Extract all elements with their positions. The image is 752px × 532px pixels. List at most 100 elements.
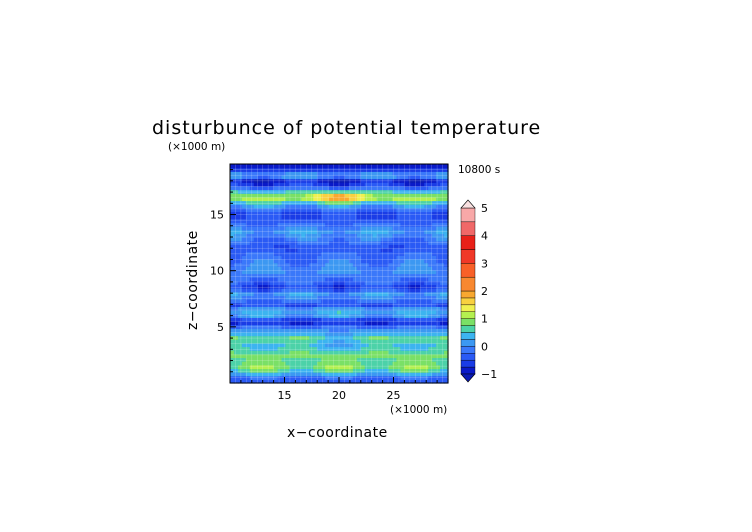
contour-cell <box>233 310 239 315</box>
contour-cell <box>360 331 366 337</box>
contour-cell <box>305 339 310 344</box>
contour-cell <box>384 211 390 216</box>
contour-cell <box>372 372 378 377</box>
contour-cell <box>257 284 263 289</box>
contour-cell <box>297 353 302 359</box>
contour-cell <box>305 295 310 300</box>
contour-cell <box>420 320 425 326</box>
contour-cell <box>305 185 310 191</box>
contour-cell <box>384 273 390 278</box>
contour-cell <box>289 320 295 326</box>
contour-cell <box>428 218 433 223</box>
contour-cell <box>329 324 334 329</box>
contour-cell <box>257 255 263 260</box>
contour-cell <box>230 357 235 362</box>
contour-cell <box>257 357 263 362</box>
contour-cell <box>237 207 243 213</box>
contour-cell <box>253 200 259 205</box>
contour-cell <box>329 280 334 286</box>
contour-cell <box>372 182 378 187</box>
contour-cell <box>253 178 259 183</box>
contour-cell <box>230 331 235 337</box>
contour-cell <box>412 324 417 329</box>
contour-cell <box>301 240 306 245</box>
contour-cell <box>376 266 382 271</box>
contour-cell <box>436 258 441 264</box>
contour-cell <box>277 361 283 366</box>
contour-cell <box>420 310 425 315</box>
contour-cell <box>432 233 437 238</box>
contour-cell <box>333 310 338 315</box>
contour-cell <box>245 306 251 311</box>
contour-cell <box>265 226 271 231</box>
contour-cell <box>337 262 342 267</box>
contour-cell <box>348 200 354 205</box>
contour-cell <box>233 255 239 260</box>
contour-cell <box>237 313 243 318</box>
contour-cell <box>428 200 433 205</box>
contour-cell <box>380 331 386 337</box>
contour-cell <box>376 331 382 337</box>
contour-cell <box>285 295 291 300</box>
contour-cell <box>396 350 402 355</box>
contour-cell <box>289 372 295 377</box>
contour-cell <box>277 288 283 293</box>
contour-cell <box>301 200 306 205</box>
contour-cell <box>277 258 283 264</box>
contour-cell <box>428 178 433 183</box>
contour-cell <box>396 291 402 296</box>
contour-cell <box>444 324 449 329</box>
contour-cell <box>305 306 310 311</box>
contour-cell <box>348 182 354 187</box>
contour-cell <box>325 361 330 366</box>
contour-cell <box>356 346 362 351</box>
contour-cell <box>237 375 243 380</box>
contour-cell <box>333 215 338 220</box>
contour-cell <box>352 189 358 194</box>
contour-cell <box>424 335 429 340</box>
contour-cell <box>372 291 378 296</box>
contour-cell <box>356 222 362 227</box>
contour-cell <box>241 277 247 282</box>
contour-cell <box>257 174 263 180</box>
contour-cell <box>305 317 310 322</box>
contour-cell <box>432 251 437 256</box>
contour-cell <box>416 364 421 369</box>
contour-cell <box>404 247 409 253</box>
contour-cell <box>396 372 402 377</box>
contour-cell <box>340 204 346 209</box>
contour-cell <box>420 211 425 216</box>
contour-cell <box>313 185 318 191</box>
contour-cell <box>309 200 314 205</box>
contour-cell <box>432 211 437 216</box>
contour-cell <box>317 226 322 231</box>
contour-cell <box>321 375 326 380</box>
contour-cell <box>408 215 413 220</box>
contour-cell <box>384 164 390 169</box>
contour-cell <box>273 284 279 289</box>
contour-cell <box>253 310 259 315</box>
contour-cell <box>344 226 350 231</box>
contour-cell <box>321 251 326 256</box>
contour-cell <box>329 364 334 369</box>
contour-cell <box>396 346 402 351</box>
contour-cell <box>388 331 394 337</box>
contour-cell <box>261 222 267 227</box>
contour-cell <box>412 295 417 300</box>
contour-cell <box>321 295 326 300</box>
contour-cell <box>277 368 283 373</box>
contour-cell <box>333 266 338 271</box>
contour-cell <box>297 342 302 348</box>
contour-cell <box>416 178 421 183</box>
contour-cell <box>237 302 243 307</box>
colorbar-swatch <box>460 318 476 326</box>
contour-cell <box>337 364 342 369</box>
contour-cell <box>388 196 394 202</box>
contour-cell <box>289 364 295 369</box>
contour-cell <box>444 291 449 296</box>
contour-cell <box>301 255 306 260</box>
contour-cell <box>384 368 390 373</box>
contour-cell <box>344 375 350 380</box>
contour-cell <box>233 266 239 271</box>
contour-cell <box>408 339 413 344</box>
